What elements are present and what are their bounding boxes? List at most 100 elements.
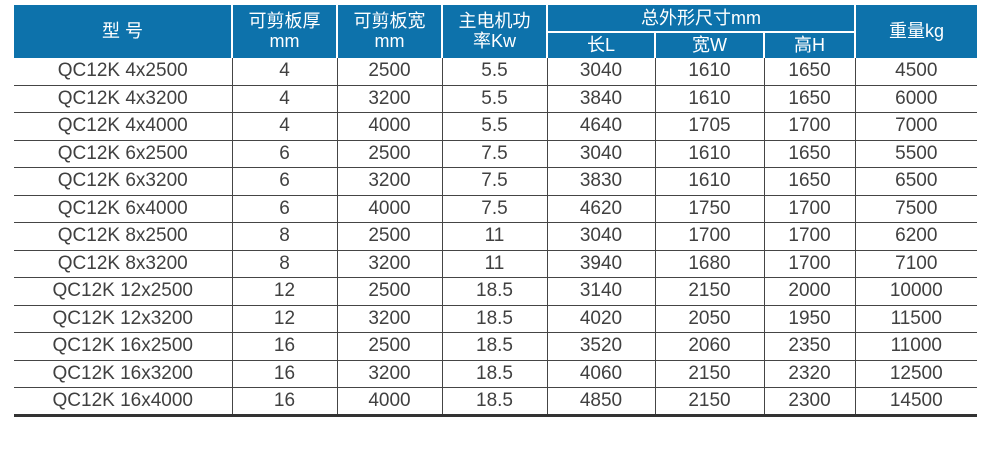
col-header-length-label: 长L [586, 35, 615, 55]
cell-width: 3200 [336, 360, 442, 389]
col-header-dimensions-group: 总外形尺寸mm [545, 5, 856, 33]
cell-dim-width: 1705 [654, 112, 764, 141]
cell-motor-power: 18.5 [441, 360, 547, 389]
cell-weight: 6200 [854, 222, 978, 251]
cell-dim-width: 1680 [654, 250, 764, 279]
cell-length: 3940 [546, 250, 655, 279]
cell-thickness: 4 [231, 57, 337, 86]
cell-thickness: 16 [231, 332, 337, 361]
cell-thickness: 8 [231, 222, 337, 251]
cell-height: 1700 [763, 195, 856, 224]
cell-weight: 7000 [854, 112, 978, 141]
cell-model: QC12K 4x2500 [14, 57, 232, 86]
cell-model: QC12K 6x2500 [14, 140, 232, 169]
table-row: QC12K 4x3200 4 3200 5.5 3840 1610 1650 6… [14, 85, 978, 114]
cell-height: 1650 [763, 140, 856, 169]
col-header-motor-power: 主电机功 率Kw [441, 5, 547, 58]
col-header-thickness-line2: mm [269, 31, 300, 52]
cell-thickness: 4 [231, 85, 337, 114]
cell-weight: 11500 [854, 305, 978, 334]
table-row: QC12K 16x2500 16 2500 18.5 3520 2060 235… [14, 332, 978, 361]
col-header-width: 可剪板宽 mm [336, 5, 442, 58]
table-row: QC12K 16x4000 16 4000 18.5 4850 2150 230… [14, 387, 978, 417]
cell-height: 1700 [763, 112, 856, 141]
cell-height: 1700 [763, 222, 856, 251]
cell-weight: 7100 [854, 250, 978, 279]
cell-model: QC12K 16x3200 [14, 360, 232, 389]
cell-model: QC12K 4x4000 [14, 112, 232, 141]
cell-dim-width: 1610 [654, 85, 764, 114]
cell-dim-width: 2050 [654, 305, 764, 334]
cell-motor-power: 18.5 [441, 332, 547, 361]
spec-table-container: 型 号 可剪板厚 mm 可剪板宽 mm 主电机功 率Kw 总外形尺寸mm [14, 5, 978, 417]
cell-length: 4850 [546, 387, 655, 417]
cell-width: 3200 [336, 305, 442, 334]
cell-thickness: 6 [231, 140, 337, 169]
cell-motor-power: 5.5 [441, 57, 547, 86]
col-header-width-line1: 可剪板宽 [353, 10, 426, 31]
cell-height: 1700 [763, 250, 856, 279]
col-header-dimensions-group-label: 总外形尺寸mm [641, 7, 762, 28]
cell-length: 3040 [546, 57, 655, 86]
cell-length: 4640 [546, 112, 655, 141]
table-row: QC12K 8x3200 8 3200 11 3940 1680 1700 71… [14, 250, 978, 279]
cell-dim-width: 2150 [654, 360, 764, 389]
cell-height: 2320 [763, 360, 856, 389]
cell-dim-width: 1610 [654, 167, 764, 196]
cell-thickness: 8 [231, 250, 337, 279]
table-row: QC12K 12x3200 12 3200 18.5 4020 2050 195… [14, 305, 978, 334]
cell-motor-power: 5.5 [441, 85, 547, 114]
cell-motor-power: 7.5 [441, 167, 547, 196]
table-row: QC12K 6x3200 6 3200 7.5 3830 1610 1650 6… [14, 167, 978, 196]
spec-table-body: QC12K 4x2500 4 2500 5.5 3040 1610 1650 4… [14, 57, 978, 417]
cell-width: 3200 [336, 85, 442, 114]
header-row-1: 型 号 可剪板厚 mm 可剪板宽 mm 主电机功 率Kw 总外形尺寸mm [14, 5, 978, 58]
cell-height: 2000 [763, 277, 856, 306]
cell-width: 2500 [336, 222, 442, 251]
cell-length: 3520 [546, 332, 655, 361]
cell-length: 4060 [546, 360, 655, 389]
cell-height: 1650 [763, 57, 856, 86]
table-row: QC12K 4x2500 4 2500 5.5 3040 1610 1650 4… [14, 57, 978, 86]
spec-table: 型 号 可剪板厚 mm 可剪板宽 mm 主电机功 率Kw 总外形尺寸mm [14, 5, 978, 417]
col-header-height: 高H [762, 32, 856, 58]
cell-model: QC12K 12x3200 [14, 305, 232, 334]
cell-width: 4000 [336, 112, 442, 141]
cell-width: 2500 [336, 277, 442, 306]
cell-weight: 7500 [854, 195, 978, 224]
cell-dim-width: 2150 [654, 387, 764, 417]
cell-thickness: 6 [231, 167, 337, 196]
col-header-dim-width: 宽W [654, 32, 764, 58]
cell-weight: 12500 [854, 360, 978, 389]
cell-width: 4000 [336, 195, 442, 224]
cell-model: QC12K 6x4000 [14, 195, 232, 224]
header-row-2: 长L 宽W 高H [14, 32, 977, 58]
cell-length: 3830 [546, 167, 655, 196]
col-header-motor-power-line2: 率Kw [472, 31, 516, 52]
table-row: QC12K 4x4000 4 4000 5.5 4640 1705 1700 7… [14, 112, 978, 141]
cell-length: 4020 [546, 305, 655, 334]
col-header-width-line2: mm [374, 31, 405, 52]
cell-model: QC12K 12x2500 [14, 277, 232, 306]
cell-height: 1950 [763, 305, 856, 334]
col-header-model-label: 型 号 [101, 21, 143, 41]
cell-model: QC12K 16x2500 [14, 332, 232, 361]
cell-dim-width: 2150 [654, 277, 764, 306]
cell-weight: 4500 [854, 57, 978, 86]
col-header-weight: 重量kg [854, 5, 978, 58]
cell-length: 3140 [546, 277, 655, 306]
cell-width: 2500 [336, 332, 442, 361]
cell-weight: 10000 [854, 277, 978, 306]
cell-length: 4620 [546, 195, 655, 224]
cell-height: 2300 [763, 387, 856, 417]
cell-dim-width: 1610 [654, 57, 764, 86]
cell-model: QC12K 8x2500 [14, 222, 232, 251]
col-header-weight-label: 重量kg [889, 21, 945, 41]
cell-model: QC12K 8x3200 [14, 250, 232, 279]
cell-thickness: 12 [231, 277, 337, 306]
cell-model: QC12K 4x3200 [14, 85, 232, 114]
cell-weight: 11000 [854, 332, 978, 361]
col-header-motor-power-line1: 主电机功 [458, 10, 531, 31]
cell-dim-width: 1610 [654, 140, 764, 169]
table-row: QC12K 8x2500 8 2500 11 3040 1700 1700 62… [14, 222, 978, 251]
